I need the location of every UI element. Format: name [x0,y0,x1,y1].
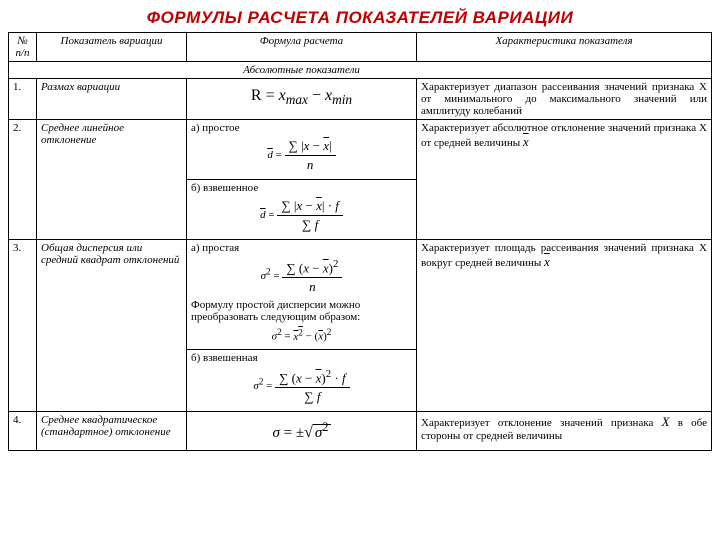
row-indicator: Размах вариации [37,79,187,120]
table-row: 1. Размах вариации R = xmax − xmin Харак… [9,79,712,120]
table-row: 3. Общая дисперсия или средний квадрат о… [9,240,712,350]
row-char: Характеризует отклонение значений призна… [417,412,712,451]
page-title: ФОРМУЛЫ РАСЧЕТА ПОКАЗАТЕЛЕЙ ВАРИАЦИИ [8,8,712,28]
sub-a: а) простое [191,122,412,134]
dispersion-note: Формулу простой дисперсии можно преобраз… [191,299,412,323]
row-num: 1. [9,79,37,120]
row-char: Характеризует площадь рассеивания значен… [417,240,712,412]
row-num: 3. [9,240,37,412]
header-indicator: Показатель вариации [37,33,187,62]
row-num: 2. [9,120,37,240]
row-formula: σ = ±√σ2 [187,412,417,451]
row-formula-b: б) взвешенная σ2 = ∑ (x − x)2 · f∑ f [187,349,417,411]
row-indicator: Общая дисперсия или средний квадрат откл… [37,240,187,412]
section-label: Абсолютные показатели [187,62,417,79]
row-char: Характеризует диапазон рассеивания значе… [417,79,712,120]
row-formula-a: а) простое d = ∑ |x − x|n [187,120,417,180]
sub-a: а) простая [191,242,412,254]
sub-b: б) взвешенное [191,182,412,194]
row-num: 4. [9,412,37,451]
section-row: Абсолютные показатели [9,62,712,79]
row-formula: R = xmax − xmin [187,79,417,120]
header-row: № п/п Показатель вариации Формула расчет… [9,33,712,62]
row-formula-a: а) простая σ2 = ∑ (x − x)2n Формулу прос… [187,240,417,350]
header-num: № п/п [9,33,37,62]
row-indicator: Среднее линейное отклонение [37,120,187,240]
row-indicator: Среднее квадратическое (стандартное) отк… [37,412,187,451]
row-char: Характеризует абсолютное отклонение знач… [417,120,712,240]
table-row: 4. Среднее квадратическое (стандартное) … [9,412,712,451]
row-formula-b: б) взвешенное d = ∑ |x − x| · f∑ f [187,180,417,240]
header-formula: Формула расчета [187,33,417,62]
sub-b: б) взвешенная [191,352,412,364]
variation-table: № п/п Показатель вариации Формула расчет… [8,32,712,451]
header-characteristic: Характеристика показателя [417,33,712,62]
table-row: 2. Среднее линейное отклонение а) просто… [9,120,712,180]
